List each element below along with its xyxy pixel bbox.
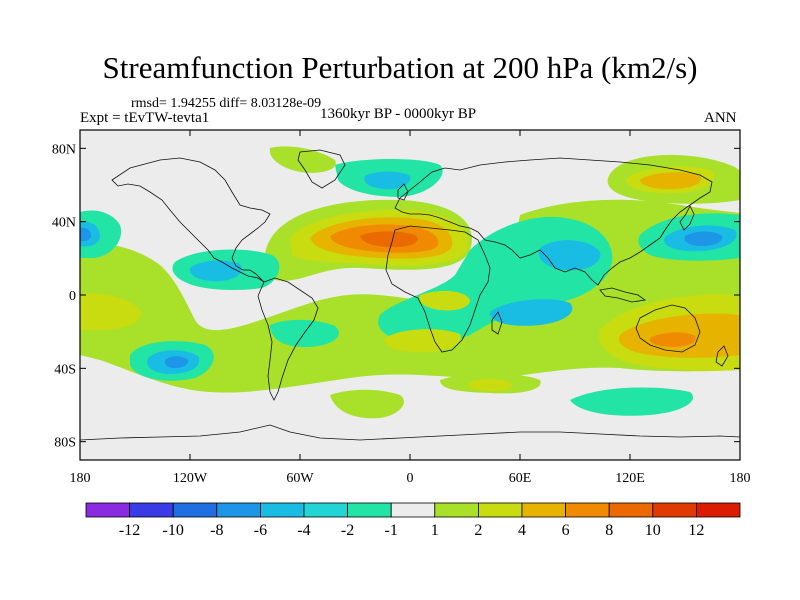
colorbar-label: -1 xyxy=(385,522,398,539)
colorbar-label: -6 xyxy=(254,522,267,539)
contour-core-indian xyxy=(489,299,573,326)
colorbar-box xyxy=(434,502,479,518)
colorbar-box xyxy=(565,502,610,518)
coastline-south-america xyxy=(257,277,319,401)
contour-deep-east-asia xyxy=(684,231,723,246)
contour-high-pacific-west xyxy=(80,293,141,330)
chart-title: Streamfunction Perturbation at 200 hPa (… xyxy=(102,50,698,85)
coastline-europe-asia xyxy=(394,157,713,286)
coastline-new-zealand xyxy=(715,345,729,367)
colorbar-box xyxy=(477,502,523,518)
contour-low-southern-indian xyxy=(570,387,694,416)
colorbar-label: -8 xyxy=(210,522,223,539)
colorbar-label: 10 xyxy=(645,522,661,539)
x-tick-label: 180 xyxy=(70,471,91,486)
colorbar-label: -4 xyxy=(297,522,310,539)
coastlines xyxy=(80,149,740,441)
colorbar-box xyxy=(85,502,130,518)
colorbar-label: 1 xyxy=(431,522,439,539)
coastline-indonesia xyxy=(599,287,647,303)
coastline-africa xyxy=(385,225,491,353)
colorbar-box xyxy=(521,502,566,518)
colorbar-box xyxy=(259,502,305,518)
coastline-antarctica xyxy=(80,424,740,441)
contour-high-australia-6 xyxy=(649,332,696,347)
coastline-japan xyxy=(679,205,695,231)
colorbar-label: 2 xyxy=(474,522,482,539)
colorbar-box xyxy=(696,502,741,518)
coastline-uk xyxy=(397,183,409,201)
colorbar-box xyxy=(129,502,174,518)
colorbar-box xyxy=(390,502,436,518)
colorbar-label: 6 xyxy=(562,522,570,539)
colorbar-label: 8 xyxy=(605,522,613,539)
y-tick-label: 40N xyxy=(52,216,76,231)
x-tick-label: 180 xyxy=(730,471,751,486)
x-tick-label: 0 xyxy=(407,471,414,486)
contour-high-south-indian xyxy=(468,378,512,392)
y-tick-label: 0 xyxy=(69,289,76,304)
colorbar-labels: -12 -10 -8 -6 -4 -2 -1 1 2 4 6 8 10 12 xyxy=(119,522,704,539)
y-tick-label: 40S xyxy=(54,362,76,377)
contour-high-indian-south xyxy=(384,329,461,352)
colorbar-label: -12 xyxy=(119,522,140,539)
coastline-greenland xyxy=(297,149,346,189)
axis-ticks: 180 120W 60W 0 60E 120E 180 80N 40N 0 40S 80S xyxy=(52,130,751,486)
colorbar-box xyxy=(652,502,697,518)
colorbar-label: -2 xyxy=(341,522,354,539)
colorbar-label: 4 xyxy=(518,522,526,539)
season-label: ANN xyxy=(704,110,737,126)
contour-deep-south-pacific xyxy=(164,356,189,368)
colorbar-boxes xyxy=(85,502,741,518)
contour-high-tropical-africa xyxy=(419,290,470,311)
x-tick-label: 60E xyxy=(509,471,532,486)
x-tick-label: 120W xyxy=(173,471,208,486)
contour-deep-north-pacific xyxy=(80,227,91,242)
y-tick-label: 80N xyxy=(52,142,76,157)
stats-label: rmsd= 1.94255 diff= 8.03128e-09 xyxy=(131,96,322,111)
contour-high-atlantic-8 xyxy=(360,231,418,248)
colorbar-box xyxy=(172,502,218,518)
contour-core-asia xyxy=(538,240,601,271)
contour-low-north-pacific xyxy=(80,210,122,258)
colorbar-box xyxy=(608,502,654,518)
colorbar-box xyxy=(216,502,261,518)
x-tick-label: 60W xyxy=(286,471,314,486)
contour-field xyxy=(80,146,740,441)
contour-band-southern-ocean xyxy=(330,389,404,419)
contour-band-arctic xyxy=(269,146,336,173)
experiment-label: Expt = tEvTW-tevta1 xyxy=(80,110,210,126)
coastline-north-america xyxy=(111,157,271,283)
period-label: 1360kyr BP - 0000kyr BP xyxy=(320,106,477,122)
coastline-madagascar xyxy=(491,311,503,335)
y-tick-label: 80S xyxy=(54,436,76,451)
contour-core-atlantic xyxy=(364,171,411,190)
contour-high-ne-pacific-core xyxy=(640,172,702,190)
coastline-australia xyxy=(635,304,701,353)
colorbar-label: 12 xyxy=(688,522,704,539)
colorbar-label: -10 xyxy=(163,522,184,539)
x-tick-label: 120E xyxy=(615,471,645,486)
colorbar-box xyxy=(347,502,392,518)
colorbar-box xyxy=(303,502,348,518)
